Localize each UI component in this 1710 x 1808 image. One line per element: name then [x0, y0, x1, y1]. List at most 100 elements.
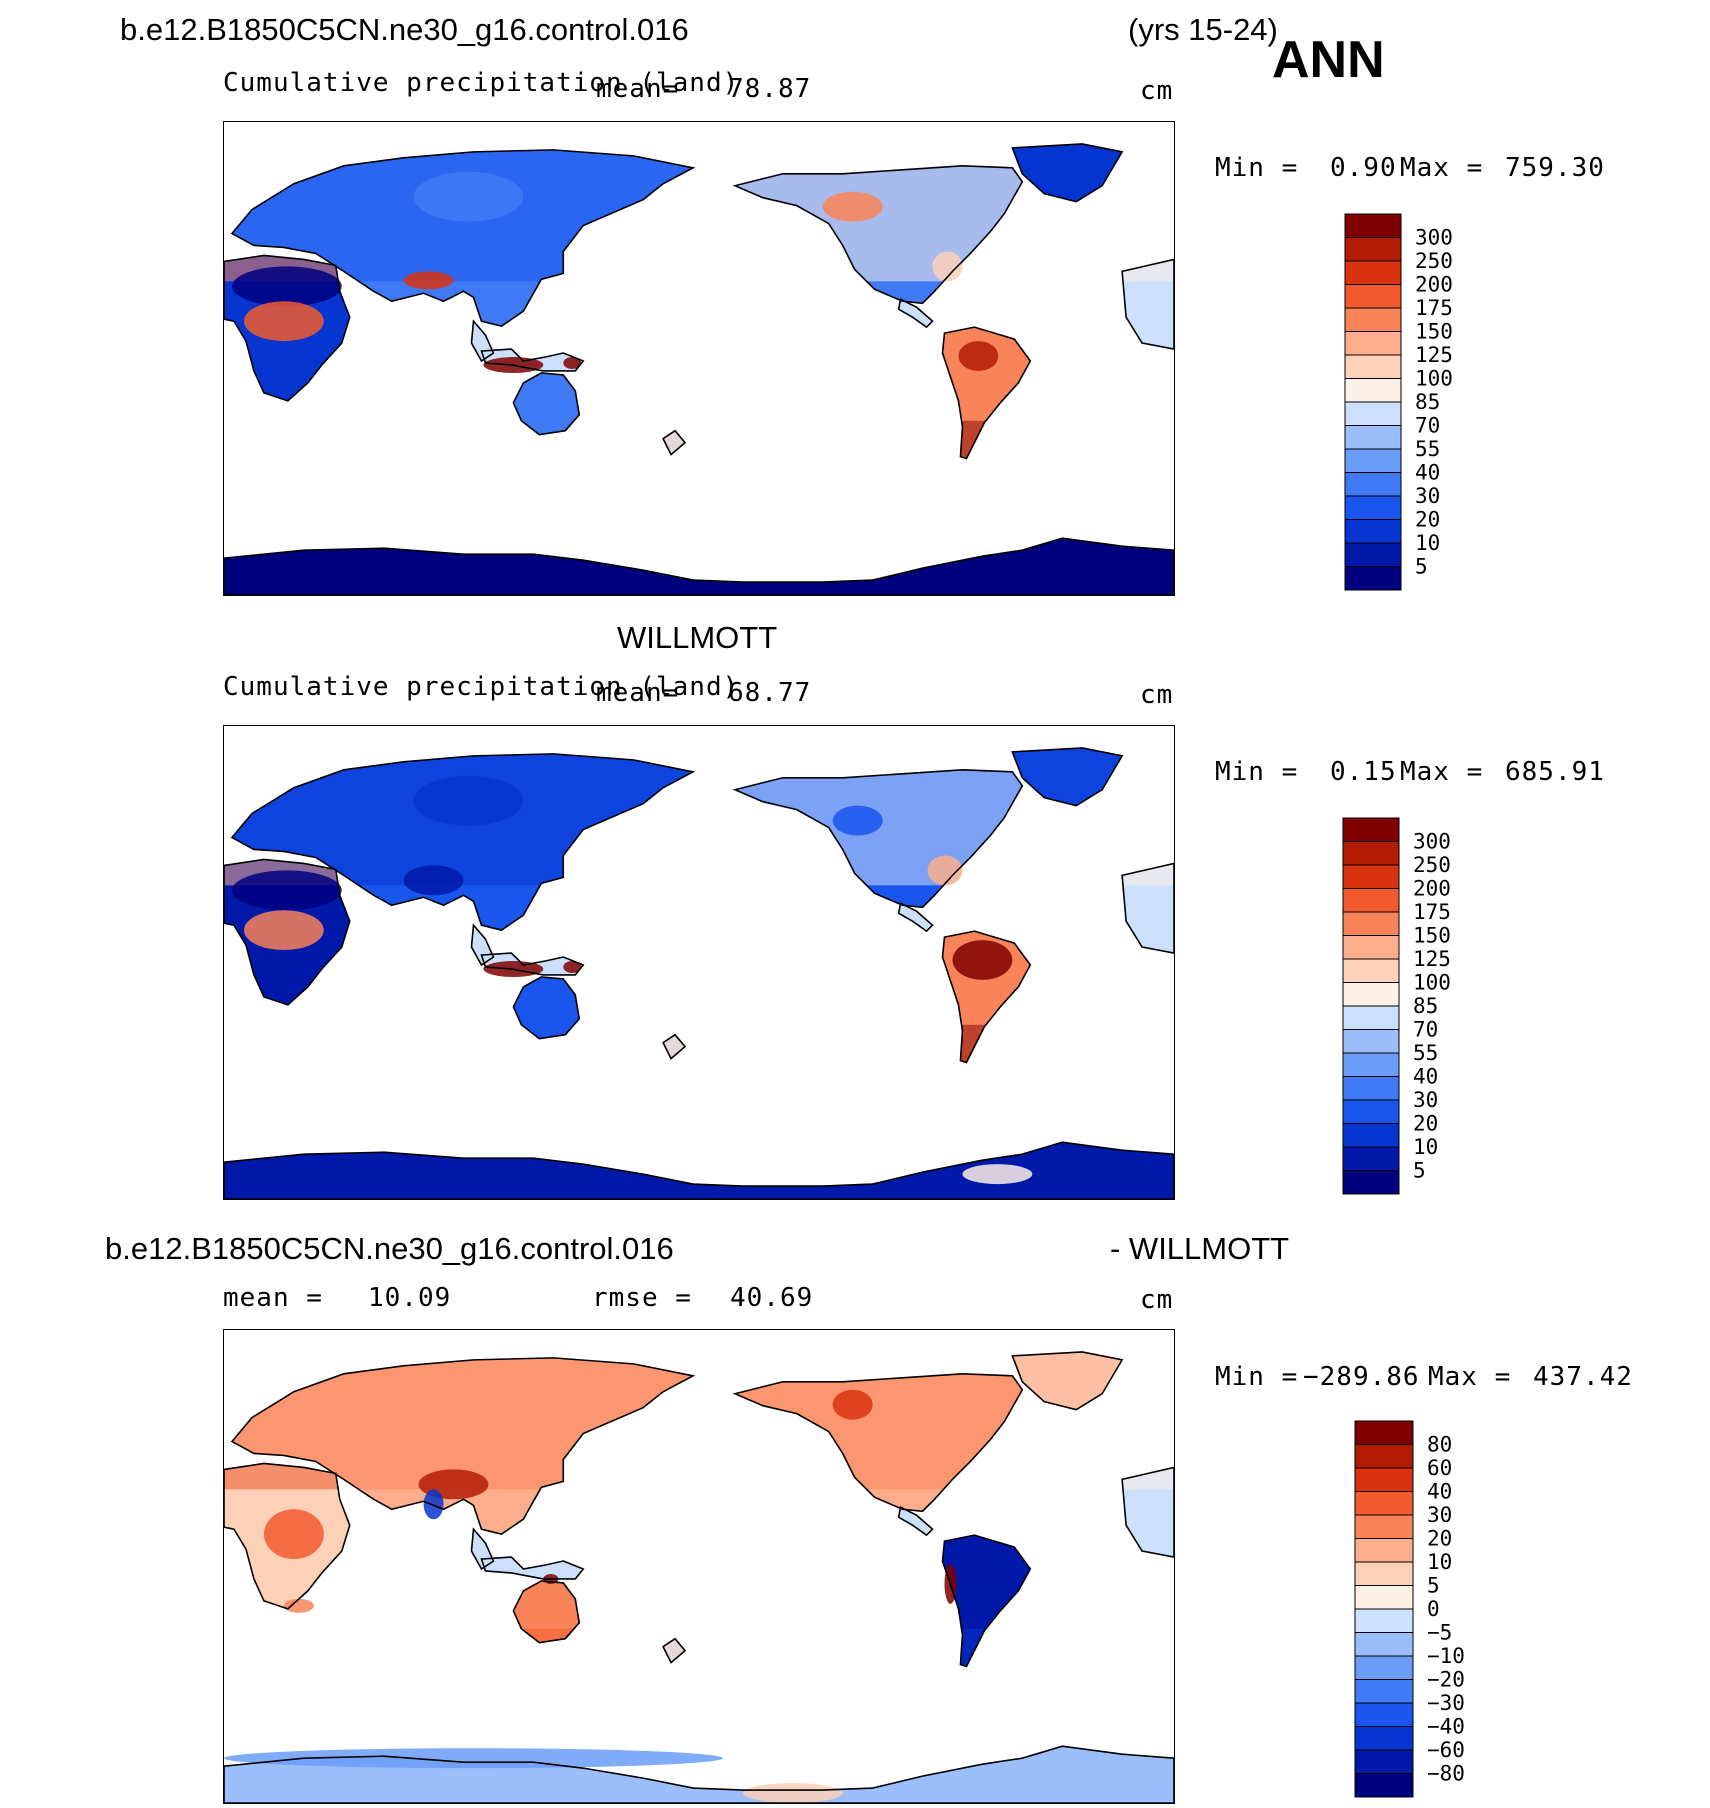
region-blob: [403, 271, 454, 290]
colorbar-box: [1354, 1608, 1414, 1633]
colorbar-tick-label: 55: [1413, 1041, 1438, 1065]
panel1-mean-label: mean=: [596, 74, 680, 104]
region-blob: [563, 961, 582, 973]
region-blob: [952, 1554, 1003, 1594]
colorbar-box: [1342, 864, 1400, 889]
land-band: [231, 753, 694, 886]
colorbar-box: [1342, 1029, 1400, 1054]
coastline-australia: [512, 1580, 581, 1644]
panel3-map: [223, 1329, 1175, 1804]
case-title: b.e12.B1850C5CN.ne30_g16.control.016: [120, 12, 689, 47]
region-blob: [952, 940, 1013, 980]
panel2-max-value: 685.91: [1505, 757, 1605, 787]
coastline-australia: [512, 976, 581, 1040]
coastline-greenland: [1011, 143, 1124, 203]
colorbar-box: [1342, 888, 1400, 913]
colorbar-box: [1354, 1632, 1414, 1657]
colorbar-tick-label: 100: [1413, 971, 1451, 995]
colorbar-box: [1344, 542, 1402, 567]
panel2-mean-value: 68.77: [728, 678, 812, 708]
coastline-indonesia: [480, 1556, 585, 1580]
colorbar-box: [1342, 958, 1400, 983]
colorbar-box: [1342, 817, 1400, 842]
region-blob: [742, 1783, 843, 1803]
region-blob: [832, 1389, 873, 1420]
colorbar-tick-label: −5: [1427, 1621, 1452, 1645]
coastline-africa: [224, 1462, 351, 1610]
panel2-map-svg: [224, 747, 1174, 1199]
coastline-north-america: [732, 769, 1024, 909]
panel3-mean-label: mean =: [223, 1283, 323, 1313]
colorbar-tick-label: 0: [1427, 1597, 1440, 1621]
land-band: [224, 538, 1174, 595]
colorbar-box: [1342, 935, 1400, 960]
region-blob: [243, 910, 324, 951]
panel2-min-value: 0.15: [1330, 757, 1397, 787]
colorbar-box: [1344, 354, 1402, 379]
coastline-australia: [512, 372, 581, 436]
colorbar-tick-label: 10: [1415, 531, 1440, 555]
panel1-mean-value: 78.87: [728, 74, 812, 104]
colorbar-box: [1344, 448, 1402, 473]
colorbar-box: [1342, 1052, 1400, 1077]
colorbar-box: [1354, 1773, 1414, 1798]
coastline-antarctica: [224, 1141, 1174, 1199]
panel1-units: cm: [1140, 76, 1174, 106]
panel3-min-value: −289.86: [1303, 1362, 1420, 1392]
panel1-subtitle: Cumulative precipitation (land): [223, 68, 740, 98]
panel3-units: cm: [1140, 1285, 1174, 1315]
colorbar-tick-label: −80: [1427, 1762, 1465, 1786]
colorbar-box: [1354, 1467, 1414, 1492]
coastline-africa: [224, 858, 351, 1006]
colorbar-tick-label: 300: [1413, 830, 1451, 854]
region-blob: [283, 1598, 314, 1613]
land-band: [231, 149, 694, 282]
region-blob: [423, 1489, 444, 1520]
coastline-new-zealand: [662, 1637, 687, 1664]
coastline-eurasia: [230, 149, 696, 327]
panel3-max-value: 437.42: [1533, 1362, 1633, 1392]
colorbar-tick-label: 85: [1415, 390, 1440, 414]
colorbar-tick-label: 60: [1427, 1456, 1452, 1480]
colorbar-box: [1344, 519, 1402, 544]
season-label: ANN: [1272, 31, 1385, 89]
colorbar-tick-label: −20: [1427, 1668, 1465, 1692]
colorbar-tick-label: 80: [1427, 1433, 1452, 1457]
region-blob: [224, 1748, 723, 1769]
coastline-central-america: [897, 902, 934, 933]
colorbar-box: [1354, 1679, 1414, 1704]
panel2-subtitle: Cumulative precipitation (land): [223, 672, 740, 702]
colorbar-box: [1344, 213, 1402, 238]
coastline-se-asia: [470, 1527, 495, 1571]
colorbar-box: [1354, 1561, 1414, 1586]
colorbar-tick-label: 125: [1415, 343, 1453, 367]
colorbar-tick-label: −40: [1427, 1715, 1465, 1739]
colorbar-box: [1344, 425, 1402, 450]
colorbar-tick-label: 20: [1415, 508, 1440, 532]
coastline-indonesia: [480, 952, 585, 976]
coastline-new-zealand: [662, 429, 687, 456]
coastline-west-africa-edge: [1121, 258, 1174, 350]
colorbar-tick-label: 30: [1413, 1088, 1438, 1112]
panel2-units: cm: [1140, 680, 1174, 710]
panel1-min-value: 0.90: [1330, 153, 1397, 183]
panel1-map-svg: [224, 143, 1174, 595]
colorbar-tick-label: −30: [1427, 1691, 1465, 1715]
land-band: [224, 1746, 1174, 1803]
colorbar-box: [1344, 260, 1402, 285]
panel2-title: WILLMOTT: [617, 620, 778, 655]
region-blob: [231, 870, 342, 911]
coastline-south-america: [941, 930, 1032, 1064]
panel3-map-svg: [224, 1351, 1174, 1803]
colorbar-box: [1354, 1702, 1414, 1727]
colorbar-box: [1342, 1146, 1400, 1171]
coastline-se-asia: [470, 923, 495, 967]
panel3-title-right: - WILLMOTT: [1110, 1231, 1290, 1266]
colorbar-box: [1354, 1726, 1414, 1751]
region-blob: [243, 301, 324, 342]
panel2-map: [223, 725, 1175, 1200]
panel3-max-label: Max =: [1428, 1362, 1512, 1392]
colorbar-box: [1344, 378, 1402, 403]
colorbar-box: [1344, 237, 1402, 262]
colorbar-tick-label: 20: [1413, 1112, 1438, 1136]
